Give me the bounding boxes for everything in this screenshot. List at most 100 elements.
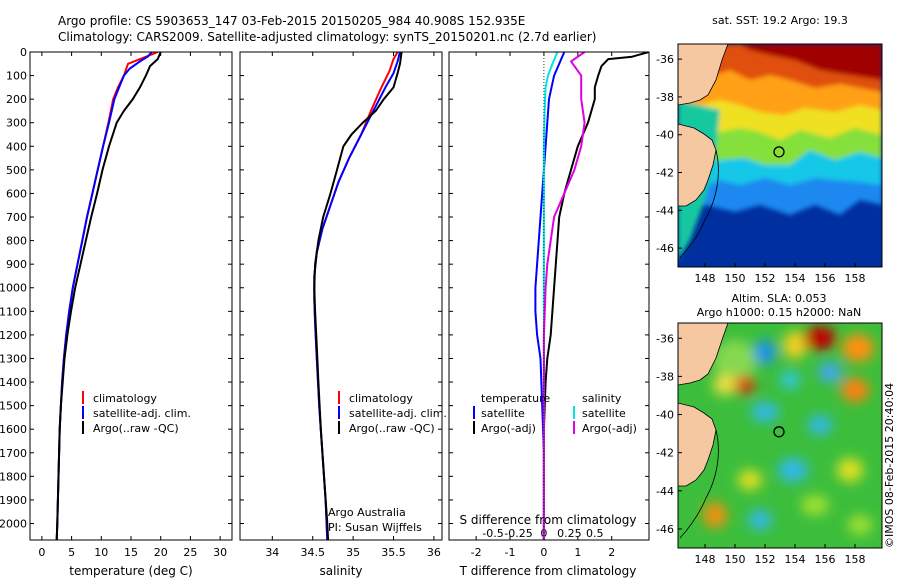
temperature-axes-frame xyxy=(29,51,233,541)
lon-tick-label: 150 xyxy=(725,272,746,285)
lat-tick-label: -42 xyxy=(656,167,674,180)
sla-map-ticks: 148 150 152 154 156 158 -36 -38 -40 -42 -44 -46 xyxy=(656,332,865,566)
legend-label-t-satellite: satellite xyxy=(481,407,525,420)
s-diff-tick-label: -0.5 xyxy=(482,527,503,540)
difference-panel: -2 -1 0 1 2 -0.5 -0.25 0 0.25 0.5 S difference f… xyxy=(448,51,650,578)
depth-axis-ticks: 0 100 200 300 400 500 600 700 800 900 1000 1100 1200… xyxy=(0,46,232,530)
x-tick-label: 10 xyxy=(94,546,108,559)
s-diff-tick-label: 0.5 xyxy=(586,527,604,540)
depth-tick-label: 1400 xyxy=(0,376,27,389)
depth-tick-label: 1800 xyxy=(0,470,27,483)
depth-tick-label: 700 xyxy=(6,211,27,224)
legend-label-satellite: satellite-adj. clim. xyxy=(93,407,191,420)
difference-axes-frame xyxy=(448,51,650,541)
sst-map-frame xyxy=(677,43,883,268)
x-tick-label: 35.5 xyxy=(381,546,406,559)
legend-label-s-argo: Argo(-adj) xyxy=(582,422,637,435)
series-line-s-argo-adj xyxy=(542,52,586,540)
lon-tick-label: 148 xyxy=(695,272,716,285)
lat-tick-label: -38 xyxy=(656,91,674,104)
sst-temperature-bands xyxy=(678,44,882,260)
x-tick-label: 15 xyxy=(124,546,138,559)
depth-contour xyxy=(679,429,719,539)
x-tick-label: 34 xyxy=(265,546,279,559)
sla-heatmap xyxy=(678,323,882,548)
lon-tick-label: 156 xyxy=(815,553,836,566)
salinity-depth-ticks xyxy=(240,51,442,524)
depth-tick-label: 900 xyxy=(6,258,27,271)
temperature-legend: climatology satellite-adj. clim. Argo(..… xyxy=(82,391,191,435)
lon-tick-label: 158 xyxy=(845,272,866,285)
sst-map-title: sat. SST: 19.2 Argo: 19.3 xyxy=(712,14,848,27)
depth-tick-label: 600 xyxy=(6,187,27,200)
x-tick-label: 20 xyxy=(154,546,168,559)
legend-label-t-argo: Argo(-adj) xyxy=(481,422,536,435)
legend-title-temperature: temperature xyxy=(481,392,550,405)
temperature-axis-ticks: 0 5 10 15 20 25 30 xyxy=(38,52,227,559)
lon-tick-label: 156 xyxy=(815,272,836,285)
lat-tick-label: -44 xyxy=(656,204,674,217)
salinity-panel: 34 34.5 35 35.5 36 salinity climatology sate… xyxy=(239,51,447,578)
lat-tick-label: -36 xyxy=(656,53,674,66)
depth-tick-label: 800 xyxy=(6,235,27,248)
x-tick-label: 0 xyxy=(540,546,547,559)
salinity-axis-ticks: 34 34.5 35 35.5 36 xyxy=(265,52,441,559)
x-tick-label: 36 xyxy=(427,546,441,559)
legend-label-argo: Argo(..raw -QC) xyxy=(93,422,179,435)
difference-series xyxy=(534,52,649,540)
lon-tick-label: 154 xyxy=(785,553,806,566)
lat-tick-label: -36 xyxy=(656,332,674,345)
sla-map-title: Altim. SLA: 0.053 xyxy=(731,292,826,305)
mainland-australia xyxy=(678,44,729,106)
argo-australia-label: Argo Australia xyxy=(328,506,406,519)
header-line-2: Climatology: CARS2009. Satellite-adjuste… xyxy=(58,30,596,44)
series-line-climatology xyxy=(313,52,399,540)
difference-depth-ticks xyxy=(449,51,649,524)
tasmania xyxy=(678,123,717,207)
x-tick-label: 0 xyxy=(38,546,45,559)
sst-map-ticks: 148 150 152 154 156 158 -36 -38 -40 -42 -44 -46 xyxy=(656,53,865,285)
lon-tick-label: 158 xyxy=(845,553,866,566)
depth-tick-label: 1700 xyxy=(0,447,27,460)
salinity-series xyxy=(313,52,403,540)
depth-tick-label: 1000 xyxy=(0,282,27,295)
lat-tick-label: -40 xyxy=(656,409,674,422)
s-diff-tick-label: 0.25 xyxy=(557,527,582,540)
s-difference-axis-label: S difference from climatology xyxy=(460,513,637,527)
x-tick-label: -2 xyxy=(471,546,482,559)
depth-tick-label: 200 xyxy=(6,93,27,106)
legend-label-argo: Argo(..raw -QC) xyxy=(349,422,435,435)
salinity-axes-frame xyxy=(239,51,443,541)
lat-tick-label: -38 xyxy=(656,370,674,383)
lat-tick-label: -44 xyxy=(656,485,674,498)
lon-tick-label: 150 xyxy=(725,553,746,566)
salinity-legend: climatology satellite-adj. clim. Argo(..… xyxy=(338,391,447,435)
series-line-t-satellite xyxy=(534,52,566,540)
depth-tick-label: 1600 xyxy=(0,423,27,436)
x-tick-label: -1 xyxy=(505,546,516,559)
series-line-argo-raw-qc xyxy=(313,52,403,540)
legend-title-salinity: salinity xyxy=(582,392,622,405)
series-line-t-argo-adj xyxy=(542,52,649,540)
lon-tick-label: 154 xyxy=(785,272,806,285)
sla-map: Altim. SLA: 0.053 Argo h1000: 0.15 h2000… xyxy=(656,292,883,566)
sla-map-subtitle: Argo h1000: 0.15 h2000: NaN xyxy=(697,306,862,319)
depth-tick-label: 100 xyxy=(6,70,27,83)
mainland-australia xyxy=(678,323,729,386)
lon-tick-label: 152 xyxy=(755,272,776,285)
legend-label-climatology: climatology xyxy=(93,392,157,405)
depth-tick-label: 300 xyxy=(6,117,27,130)
lat-tick-label: -46 xyxy=(656,242,674,255)
imos-credit: ©IMOS 08-Feb-2015 20:40:04 xyxy=(883,383,896,548)
depth-contour xyxy=(679,149,719,259)
lat-tick-label: -40 xyxy=(656,129,674,142)
depth-tick-label: 400 xyxy=(6,140,27,153)
sst-heatmap xyxy=(678,44,882,267)
legend-label-satellite: satellite-adj. clim. xyxy=(349,407,447,420)
t-difference-axis-label: T difference from climatology xyxy=(459,564,637,578)
series-line-satellite-adj-clim xyxy=(55,52,153,540)
argo-position-marker xyxy=(773,426,785,438)
lat-tick-label: -46 xyxy=(656,523,674,536)
tasmania xyxy=(678,402,717,487)
